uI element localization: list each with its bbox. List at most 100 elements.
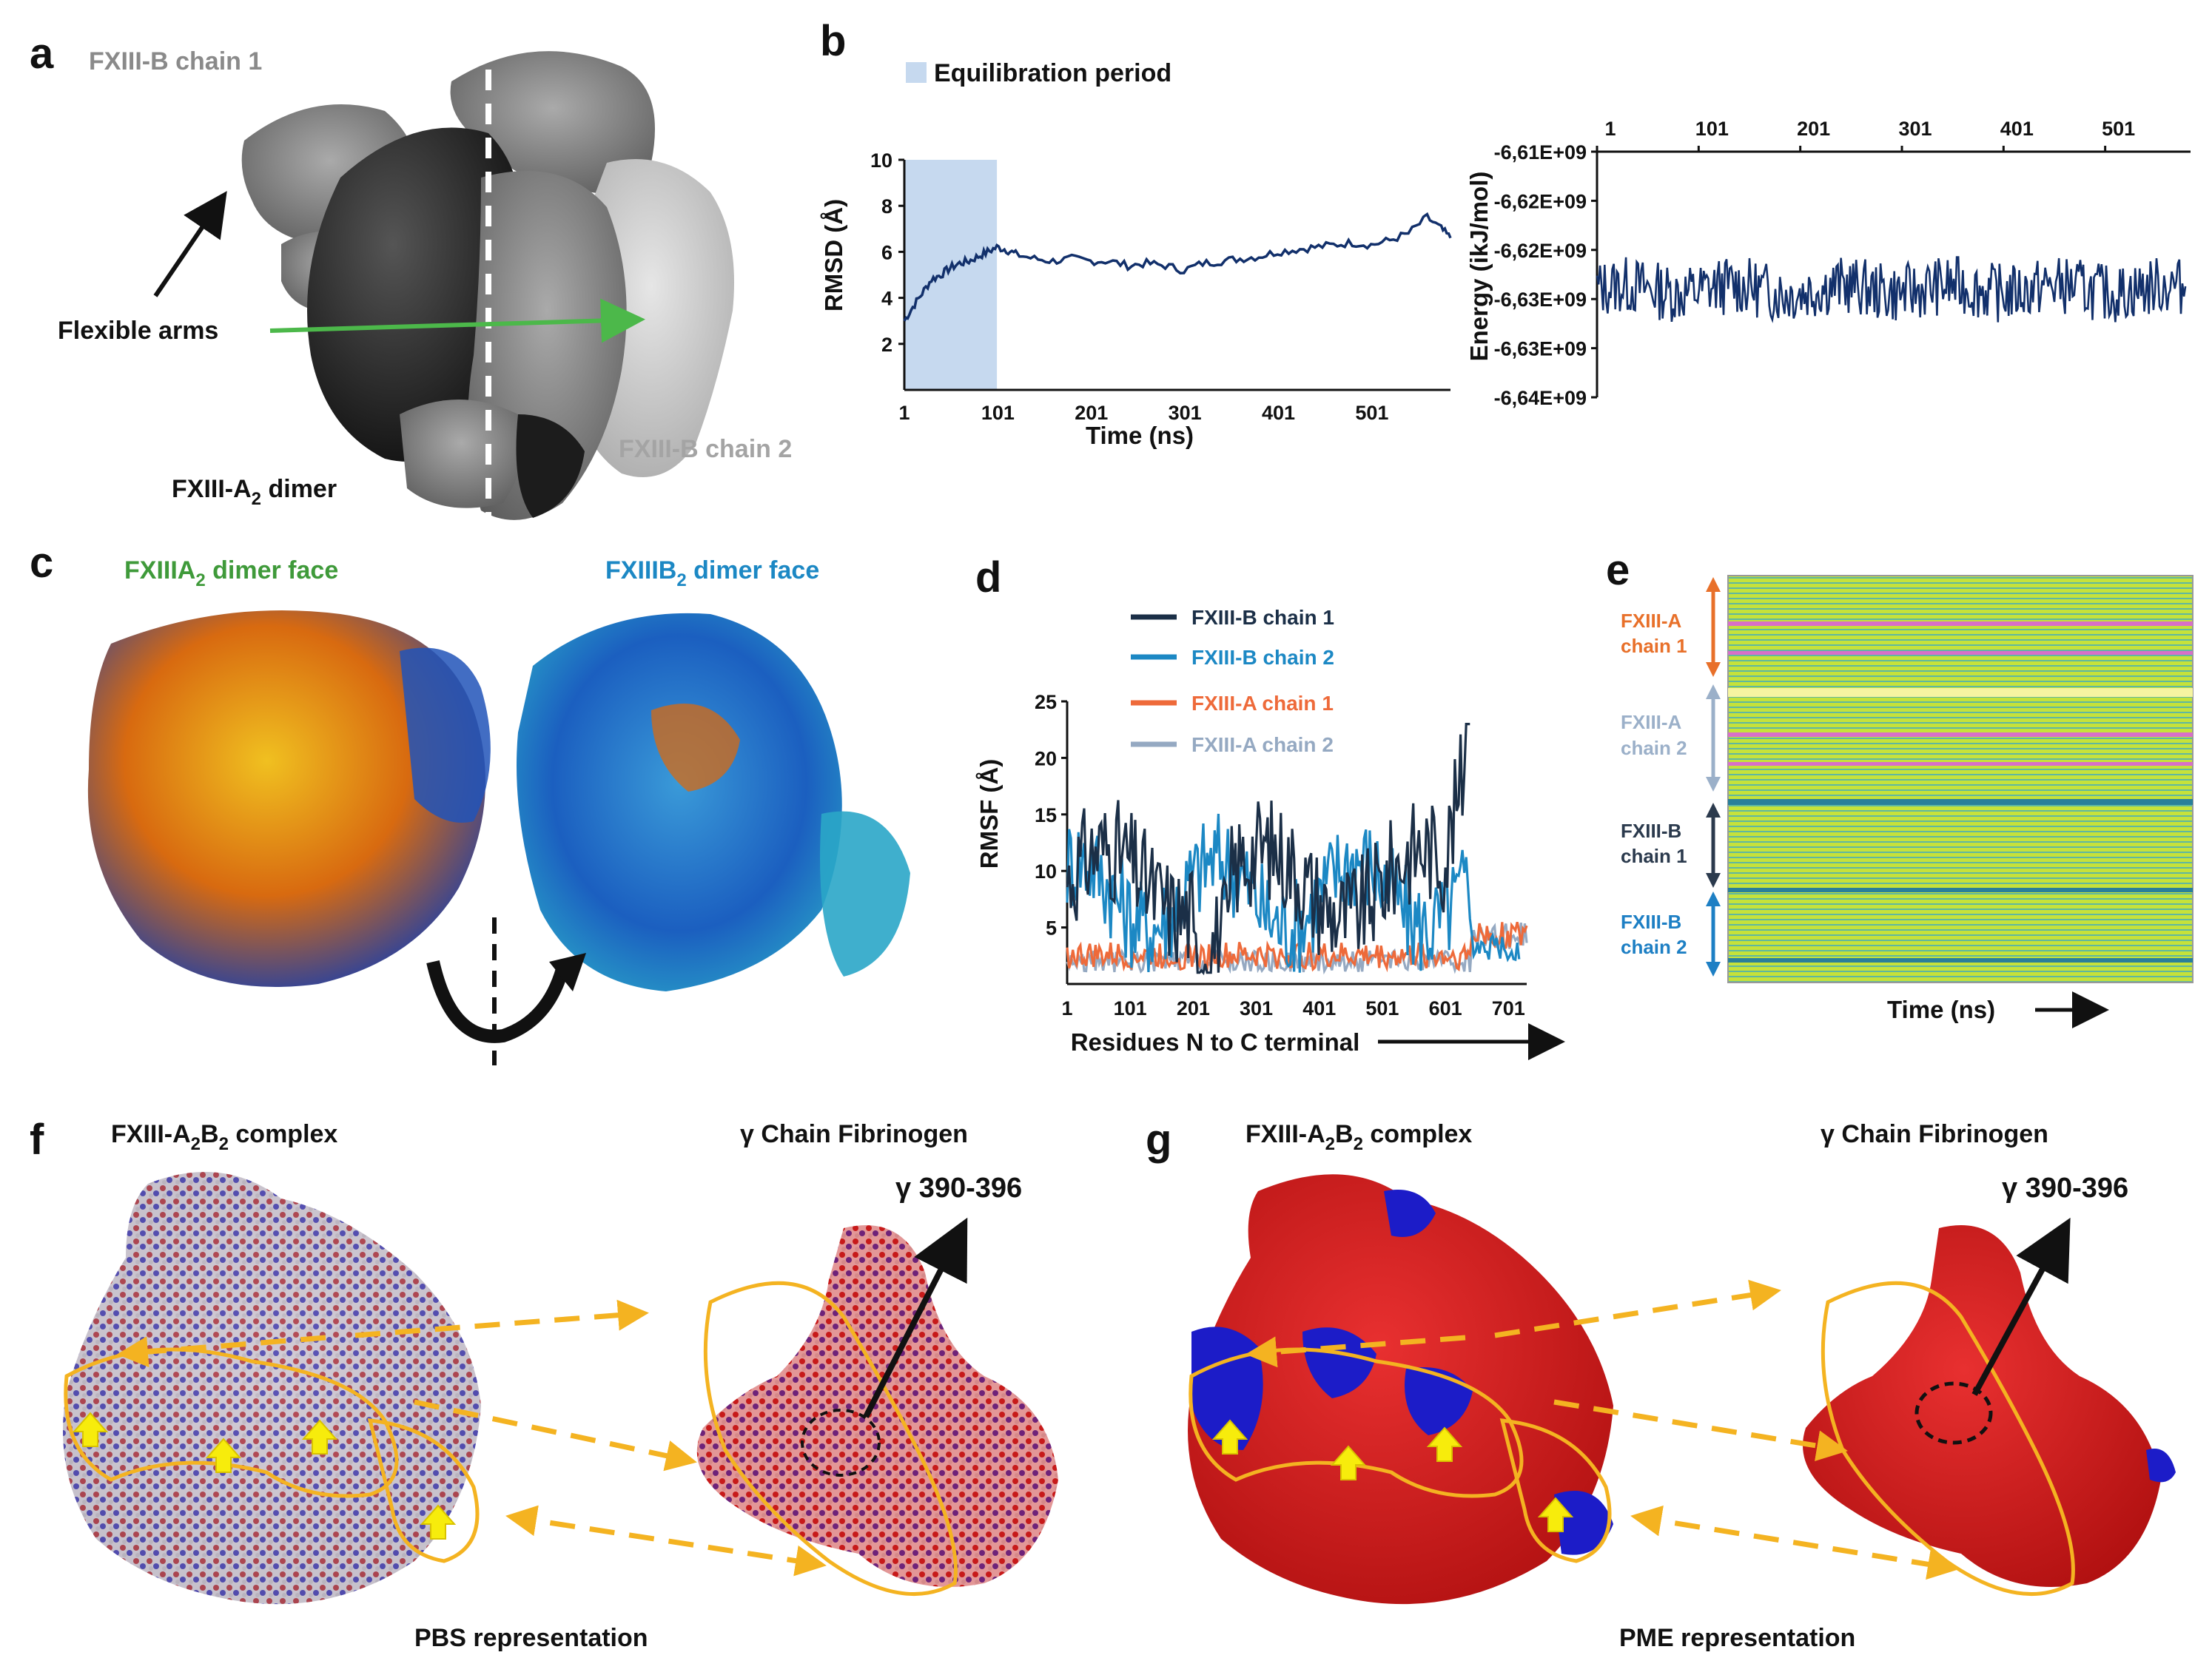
traj-band — [1728, 799, 2193, 805]
f-link-2 — [414, 1399, 697, 1472]
rmsf-legend-label: FXIII-B chain 2 — [1191, 646, 1334, 669]
e-label-b2-l1: FXIII-B — [1621, 911, 1681, 933]
e-chain-labels: FXIII-A chain 1 FXIII-A chain 2 FXIII-B … — [1621, 610, 1687, 958]
f-link-1b — [117, 1335, 326, 1368]
g-complex-title: FXIII-A2B2 complex — [1245, 1120, 1472, 1154]
rmsf-y-tick-label: 20 — [1035, 747, 1057, 769]
a-dimer-left — [307, 127, 522, 462]
panel-f-surfaces — [63, 1172, 1058, 1605]
g-fib-blue-patch — [2146, 1449, 2176, 1483]
panel-e-trajectory — [1706, 575, 2193, 1028]
g-arrow-marker — [1330, 1445, 1367, 1480]
g-complex-outline-2 — [1499, 1418, 1612, 1563]
g-arrow-marker — [1426, 1426, 1463, 1462]
panel-g-surfaces — [1188, 1174, 2176, 1605]
g-link-2 — [1553, 1399, 1848, 1461]
rmsd-y-tick-label: 10 — [870, 149, 892, 172]
f-complex-outline — [64, 1347, 399, 1498]
rmsf-chart: RMSF (Å) Residues N to C terminal 5 10 15 2… — [975, 606, 1565, 1060]
rmsf-legend-label: FXIII-B chain 1 — [1191, 606, 1334, 629]
g-blue-patch — [1191, 1327, 1263, 1450]
rmsf-x-tick-label: 101 — [1114, 997, 1147, 1020]
energy-y-tick-label: -6,64E+09 — [1494, 387, 1587, 409]
label-a2-dimer-face: FXIIIA2 dimer face — [124, 556, 338, 590]
f-fib-title: γ Chain Fibrinogen — [740, 1120, 968, 1148]
energy-x-tick-label: 1 — [1604, 118, 1616, 140]
f-complex-shade — [63, 1172, 481, 1605]
f-arrow-marker — [420, 1504, 457, 1540]
g-fib-title: γ Chain Fibrinogen — [1821, 1120, 2048, 1148]
energy-y-tick-label: -6,63E+09 — [1494, 289, 1587, 311]
b2-face-flex-arm — [820, 811, 910, 977]
flex-arm-arrow-green — [269, 298, 645, 343]
b2-face-ensemble — [517, 613, 842, 991]
rmsd-y-tick-label: 4 — [881, 288, 892, 310]
b2-face-orange-core — [651, 704, 740, 792]
f-gamma-label: γ 390-396 — [895, 1173, 1022, 1204]
rmsf-x-tick-label: 301 — [1240, 997, 1273, 1020]
rmsd-series-line — [903, 212, 1452, 322]
traj-band — [1728, 958, 2193, 963]
energy-x-tick-label: 101 — [1695, 118, 1729, 140]
label-b-chain1: FXIII-B chain 1 — [89, 47, 262, 75]
energy-x-tick-label: 301 — [1898, 118, 1932, 140]
rmsd-y-label: RMSD (Å) — [820, 199, 847, 311]
panel-letter-c: c — [30, 539, 53, 587]
rmsd-y-tick-label: 2 — [881, 334, 892, 356]
rmsd-legend-label: Equilibration period — [934, 59, 1171, 87]
rotation-arrow — [426, 960, 569, 1043]
rmsf-legend-label: FXIII-A chain 2 — [1191, 733, 1334, 756]
panel-letter-e: e — [1606, 546, 1630, 594]
traj-band — [1728, 888, 2193, 892]
label-b2-dimer-face: FXIIIB2 dimer face — [605, 556, 819, 590]
rmsd-x-tick-label: 1 — [898, 402, 910, 424]
rotation-arrowhead — [549, 953, 586, 991]
rmsd-legend-swatch — [906, 62, 927, 83]
f-arrow-marker — [301, 1419, 338, 1455]
g-gamma-arrow — [1971, 1217, 2071, 1396]
f-binding-site — [801, 1409, 881, 1477]
rmsd-y-tick-label: 8 — [881, 195, 892, 218]
rmsf-y-tick-label: 10 — [1035, 860, 1057, 883]
panel-c-ensembles — [87, 610, 910, 1065]
panel-letter-a: a — [30, 30, 54, 78]
a-dimer-bottom — [400, 400, 523, 508]
g-binding-site — [1915, 1381, 1993, 1445]
label-flexible-arms: Flexible arms — [58, 317, 218, 345]
rmsf-x-tick-label: 201 — [1177, 997, 1210, 1020]
f-link-3 — [505, 1505, 827, 1577]
panel-letter-f: f — [30, 1116, 44, 1164]
g-complex-surface — [1188, 1174, 1613, 1605]
energy-y-label: Energy (ikJ/mol) — [1465, 172, 1493, 362]
rmsf-legend-label: FXIII-A chain 1 — [1191, 692, 1334, 715]
panel-letter-d: d — [975, 553, 1001, 601]
energy-y-tick-label: -6,61E+09 — [1494, 141, 1587, 164]
f-fib-outline — [703, 1281, 958, 1597]
traj-band — [1728, 651, 2193, 655]
energy-x-tick-label: 501 — [2102, 118, 2135, 140]
rmsf-x-tick-label: 501 — [1365, 997, 1399, 1020]
rmsd-x-label: Time (ns) — [1086, 422, 1194, 449]
rmsf-series-line — [1066, 922, 1528, 975]
energy-x-tick-label: 201 — [1797, 118, 1830, 140]
rmsd-x-tick-label: 501 — [1355, 402, 1388, 424]
rmsd-chart: Equilibration period RMSD (Å) Time (ns) … — [820, 59, 1452, 449]
panel-a-structure — [153, 36, 734, 520]
a2-face-flex-arm — [400, 647, 491, 823]
e-label-a2-l1: FXIII-A — [1621, 711, 1682, 733]
rmsf-y-tick-label: 25 — [1035, 691, 1057, 713]
f-gamma-arrow — [863, 1217, 968, 1418]
rmsf-y-tick-label: 15 — [1035, 804, 1057, 826]
rmsd-x-tick-label: 401 — [1262, 402, 1295, 424]
panel-letter-g: g — [1146, 1116, 1171, 1164]
rmsd-x-tick-label: 201 — [1075, 402, 1108, 424]
rmsf-x-label: Residues N to C terminal — [1071, 1028, 1360, 1056]
energy-series-line — [1596, 256, 2187, 323]
traj-band — [1728, 621, 2193, 626]
g-blue-patch — [1405, 1367, 1473, 1435]
traj-band — [1728, 762, 2193, 766]
g-gamma-label: γ 390-396 — [2002, 1173, 2128, 1204]
e-label-b1-l2: chain 1 — [1621, 845, 1687, 867]
flex-arm-arrow-black — [153, 191, 227, 297]
